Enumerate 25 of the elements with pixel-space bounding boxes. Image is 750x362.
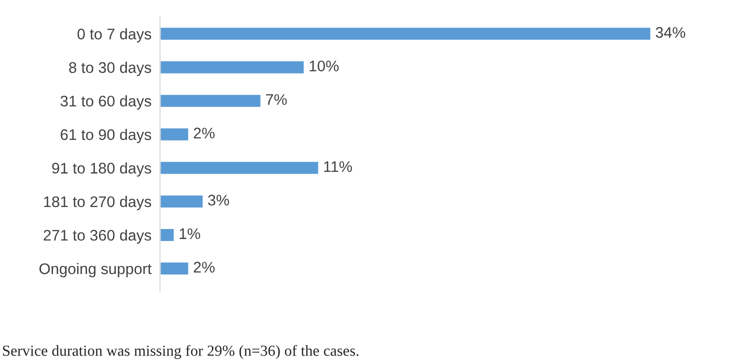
bar xyxy=(160,126,190,142)
data-label: 2% xyxy=(194,128,215,138)
y-tick-label: 181 to 270 days xyxy=(44,196,152,210)
bar xyxy=(160,93,262,108)
y-tick-label: 0 to 7 days xyxy=(78,28,152,42)
y-tick-label: 271 to 360 days xyxy=(44,229,152,244)
data-label: 10% xyxy=(310,60,339,72)
bar xyxy=(160,60,306,75)
text: Service duration was missing for 29% (n=36) of the cases. xyxy=(3,344,358,360)
data-label: 7% xyxy=(266,94,287,105)
data-label: 1% xyxy=(180,228,200,240)
bar xyxy=(160,228,176,242)
bar xyxy=(160,261,190,276)
y-tick-label: Ongoing support xyxy=(39,262,152,278)
bar xyxy=(160,194,204,209)
y-tick-label: 91 to 180 days xyxy=(52,162,152,177)
y-tick-label: 31 to 60 days xyxy=(60,95,152,110)
data-label: 11% xyxy=(324,161,352,172)
bar xyxy=(160,160,320,176)
data-label: 2% xyxy=(194,262,215,273)
y-tick-label: 8 to 30 days xyxy=(69,62,152,76)
y-tick-label: 61 to 90 days xyxy=(60,128,152,144)
data-label: 34% xyxy=(656,27,686,38)
data-label: 3% xyxy=(208,194,230,206)
bar xyxy=(160,26,652,42)
